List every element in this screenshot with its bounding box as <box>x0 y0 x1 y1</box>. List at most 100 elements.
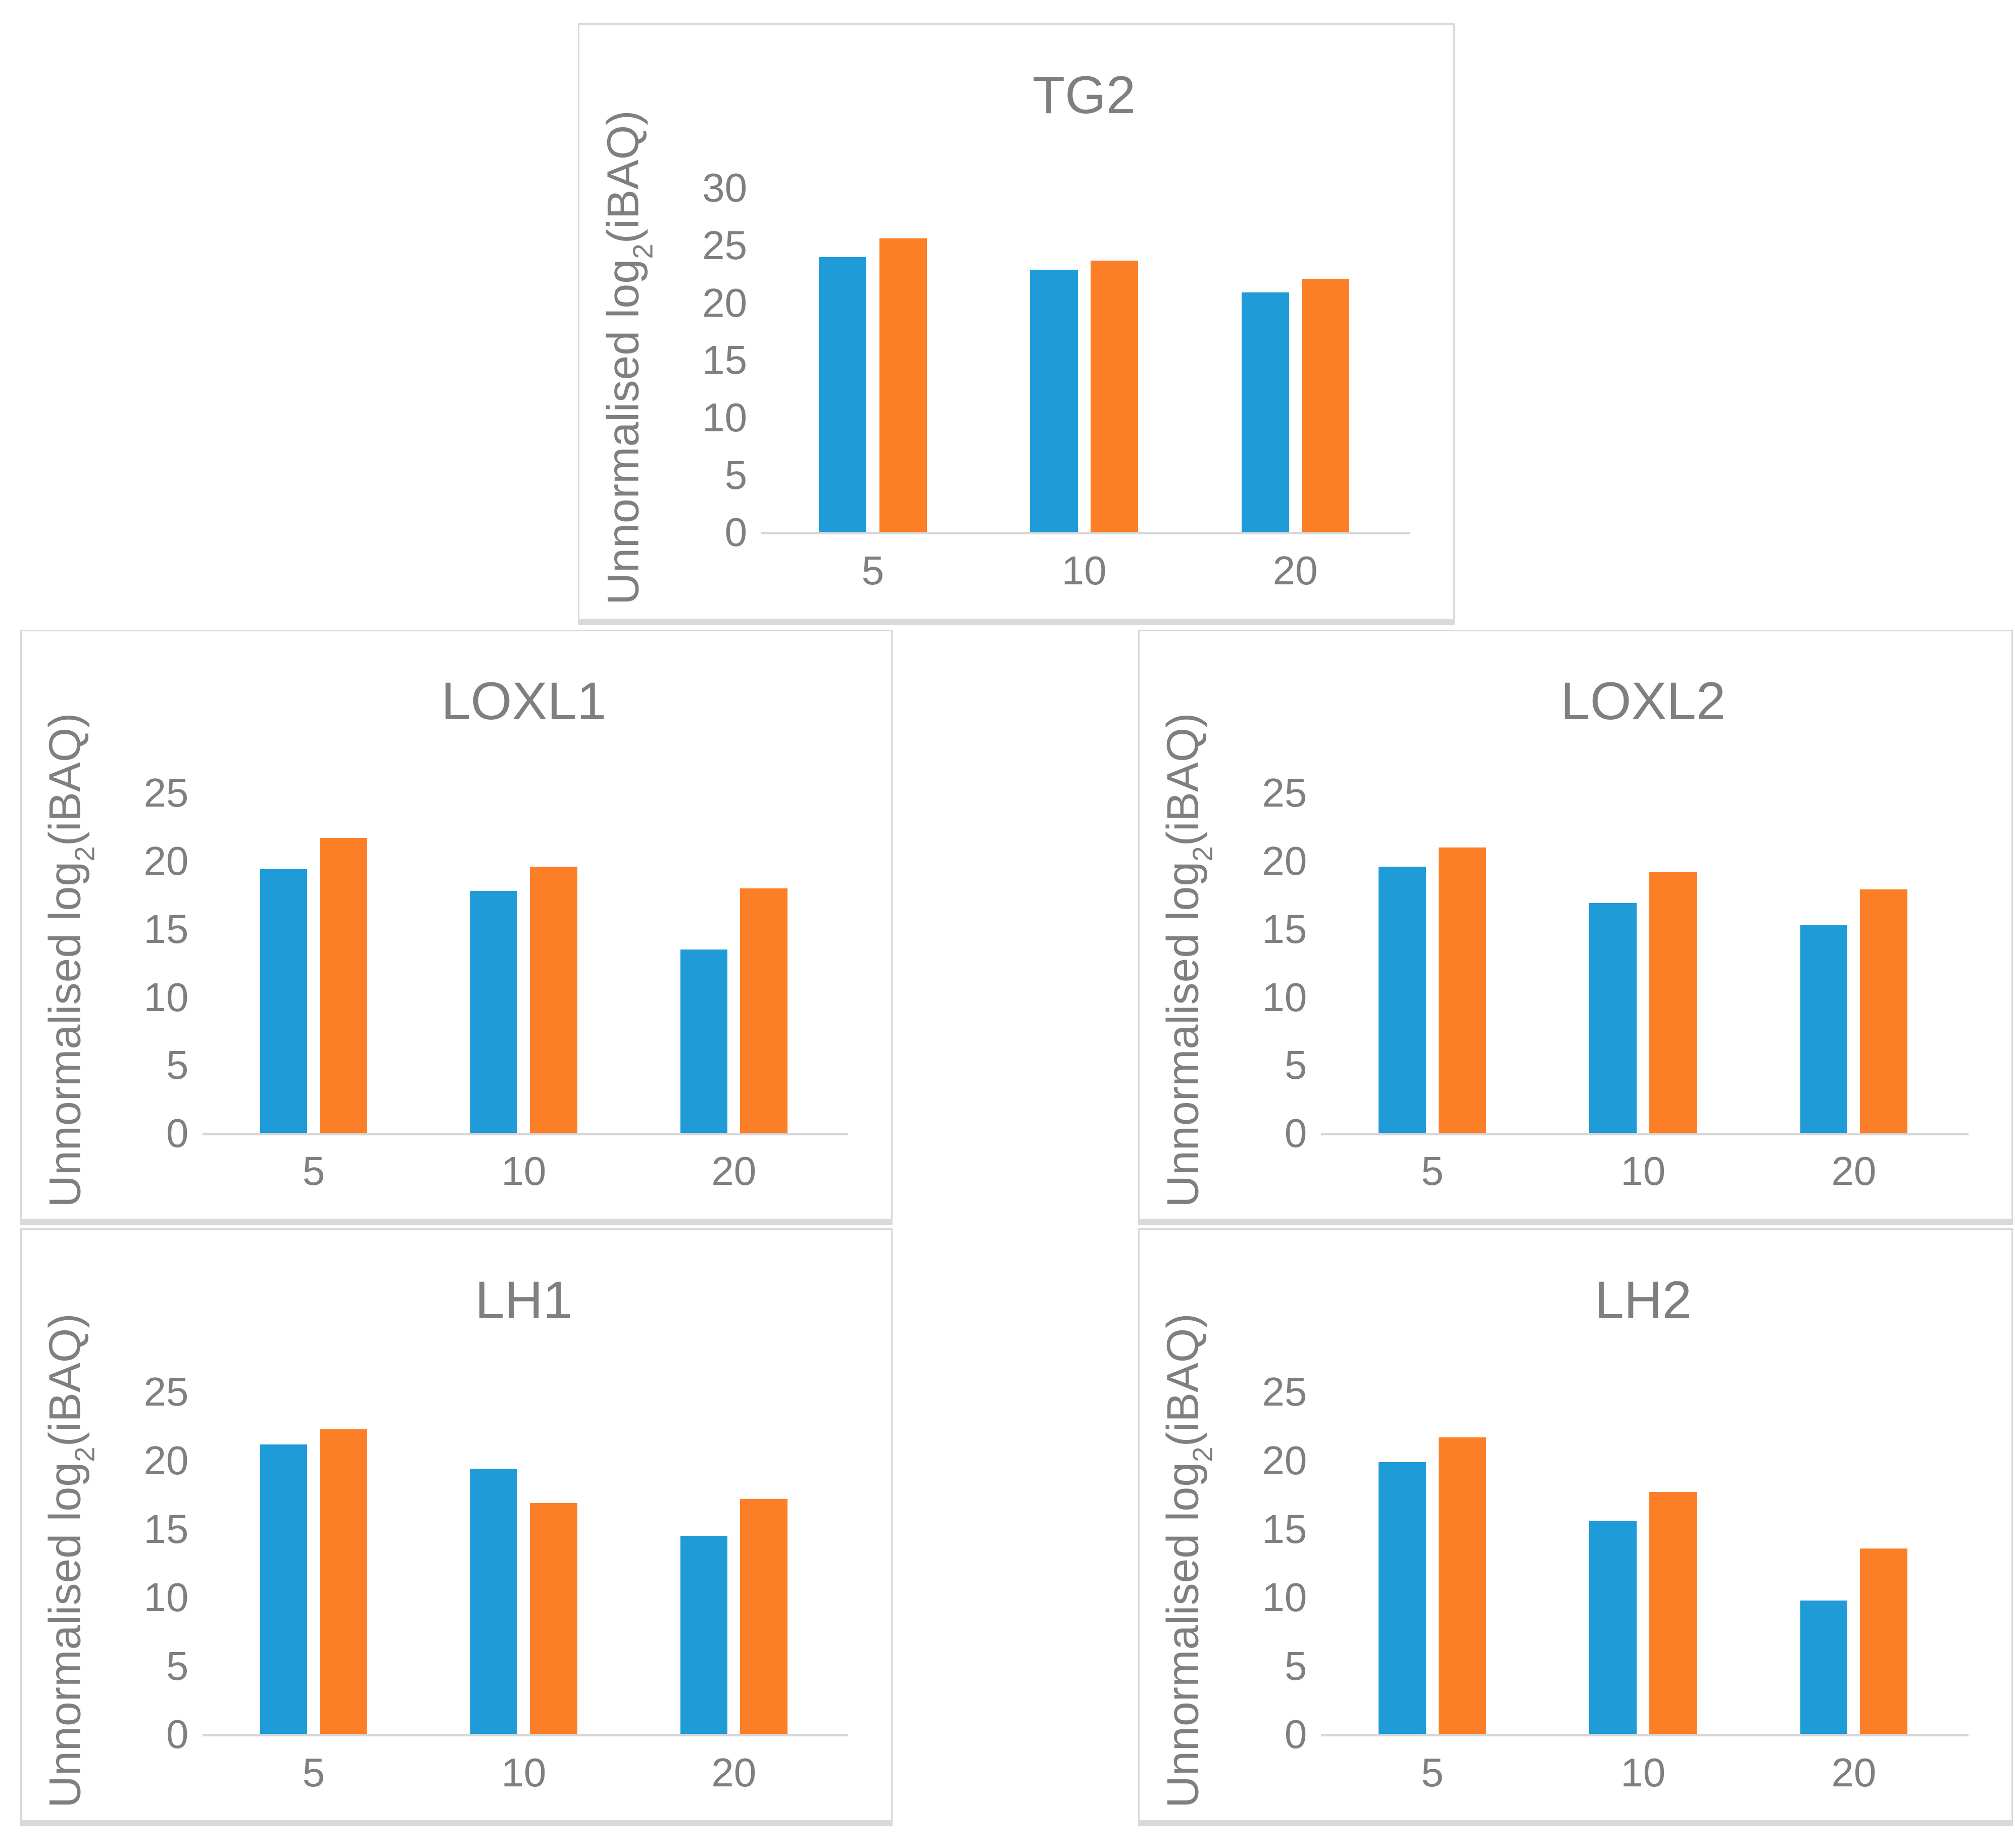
y-tick-label: 0 <box>166 1712 189 1757</box>
bar-cluster <box>767 188 978 533</box>
y-tick-label: 5 <box>1284 1643 1307 1688</box>
bar-orange <box>320 837 367 1134</box>
y-tick-label: 0 <box>724 510 748 555</box>
y-axis-ticks: 0 5 10 15 20 25 30 <box>579 168 748 553</box>
y-axis-ticks: 0 5 10 15 20 25 <box>22 772 189 1154</box>
x-tick-label: 10 <box>1061 547 1107 593</box>
chart-panel-lh2: LH2 Unnormalised log2(iBAQ) 0 5 10 15 20 25 5… <box>1138 1228 2013 1826</box>
chart-title: LH2 <box>1594 1270 1692 1330</box>
x-axis-line <box>761 532 1410 535</box>
y-tick-label: 25 <box>143 1369 189 1415</box>
bar-orange <box>530 1503 577 1735</box>
bar-orange <box>1301 279 1349 533</box>
x-tick-label: 5 <box>302 1148 325 1194</box>
bar-orange <box>1439 847 1486 1134</box>
bar-cluster <box>1748 793 1959 1134</box>
x-tick-label: 5 <box>1421 1750 1444 1795</box>
x-axis-line <box>202 1133 849 1136</box>
chart-panel-tg2: TG2 Unnormalised log2(iBAQ) 0 5 10 15 20 25 30… <box>578 23 1455 625</box>
y-tick-label: 20 <box>1262 1438 1307 1483</box>
x-axis-labels: 5 10 20 <box>209 1750 839 1798</box>
y-tick-label: 15 <box>1262 906 1307 952</box>
x-axis-labels: 5 10 20 <box>209 1151 839 1196</box>
y-axis-ticks: 0 5 10 15 20 25 <box>1140 772 1307 1154</box>
bar-orange <box>740 888 788 1134</box>
bar-orange <box>530 866 577 1134</box>
bar-blue <box>1379 1462 1427 1735</box>
y-tick-label: 10 <box>702 395 748 440</box>
x-axis-line <box>1320 1133 1969 1136</box>
y-tick-label: 25 <box>1262 770 1307 815</box>
chart-title: LOXL2 <box>1560 672 1726 731</box>
y-tick-label: 10 <box>1262 1575 1307 1620</box>
bar-cluster <box>629 793 839 1134</box>
bar-orange <box>879 238 927 533</box>
x-tick-label: 20 <box>711 1750 757 1795</box>
bar-blue <box>260 869 308 1134</box>
y-tick-label: 20 <box>702 280 748 325</box>
y-tick-label: 5 <box>724 452 748 497</box>
chart-panel-loxl2: LOXL2 Unnormalised log2(iBAQ) 0 5 10 15 20 25… <box>1138 630 2013 1225</box>
plot-area <box>761 188 1410 535</box>
x-tick-label: 10 <box>1620 1148 1666 1194</box>
bar-blue <box>680 950 728 1134</box>
bar-cluster <box>209 1392 419 1735</box>
bar-blue <box>680 1536 728 1735</box>
bar-orange <box>1439 1437 1486 1735</box>
x-tick-label: 20 <box>1831 1750 1877 1795</box>
y-axis-ticks: 0 5 10 15 20 25 <box>22 1372 189 1755</box>
bar-blue <box>470 1469 518 1735</box>
bar-cluster <box>1327 1392 1538 1735</box>
x-axis-line <box>202 1734 849 1737</box>
x-tick-label: 5 <box>302 1750 325 1795</box>
bar-blue <box>1589 903 1637 1134</box>
y-tick-label: 20 <box>143 838 189 883</box>
bar-cluster <box>1538 1392 1748 1735</box>
y-tick-label: 15 <box>143 1506 189 1552</box>
x-tick-label: 10 <box>501 1148 547 1194</box>
bar-orange <box>740 1499 788 1735</box>
bar-orange <box>1860 889 1908 1134</box>
x-tick-label: 10 <box>1620 1750 1666 1795</box>
y-tick-label: 10 <box>1262 974 1307 1020</box>
y-tick-label: 5 <box>166 1643 189 1688</box>
bar-orange <box>320 1429 367 1735</box>
x-axis-labels: 5 10 20 <box>767 547 1401 596</box>
x-tick-label: 20 <box>1272 547 1318 593</box>
x-tick-label: 5 <box>1421 1148 1444 1194</box>
bar-cluster <box>629 1392 839 1735</box>
bar-blue <box>1800 925 1848 1134</box>
x-axis-labels: 5 10 20 <box>1327 1151 1959 1196</box>
y-axis-ticks: 0 5 10 15 20 25 <box>1140 1372 1307 1755</box>
chart-title: LH1 <box>475 1270 573 1330</box>
bar-cluster <box>978 188 1190 533</box>
chart-title: LOXL1 <box>441 672 607 731</box>
y-tick-label: 5 <box>166 1042 189 1088</box>
bar-blue <box>470 891 518 1134</box>
bar-blue <box>1800 1600 1848 1735</box>
y-tick-label: 20 <box>1262 838 1307 883</box>
y-tick-label: 20 <box>143 1438 189 1483</box>
bar-cluster <box>419 1392 629 1735</box>
y-tick-label: 0 <box>1284 1111 1307 1156</box>
chart-panel-lh1: LH1 Unnormalised log2(iBAQ) 0 5 10 15 20 25 5… <box>20 1228 893 1826</box>
chart-title: TG2 <box>1032 66 1136 125</box>
plot-area <box>202 793 849 1136</box>
bar-blue <box>1241 292 1289 533</box>
bar-orange <box>1090 260 1138 533</box>
y-tick-label: 15 <box>702 337 748 383</box>
y-tick-label: 5 <box>1284 1042 1307 1088</box>
y-tick-label: 30 <box>702 165 748 211</box>
y-tick-label: 10 <box>143 1575 189 1620</box>
y-tick-label: 15 <box>143 906 189 952</box>
plot-area <box>1320 1392 1969 1737</box>
bar-orange <box>1860 1548 1908 1735</box>
x-axis-line <box>1320 1734 1969 1737</box>
x-tick-label: 5 <box>861 547 884 593</box>
bar-blue <box>819 257 867 533</box>
x-tick-label: 10 <box>501 1750 547 1795</box>
plot-area <box>1320 793 1969 1136</box>
bar-blue <box>1379 866 1427 1134</box>
y-tick-label: 0 <box>1284 1712 1307 1757</box>
x-tick-label: 20 <box>711 1148 757 1194</box>
